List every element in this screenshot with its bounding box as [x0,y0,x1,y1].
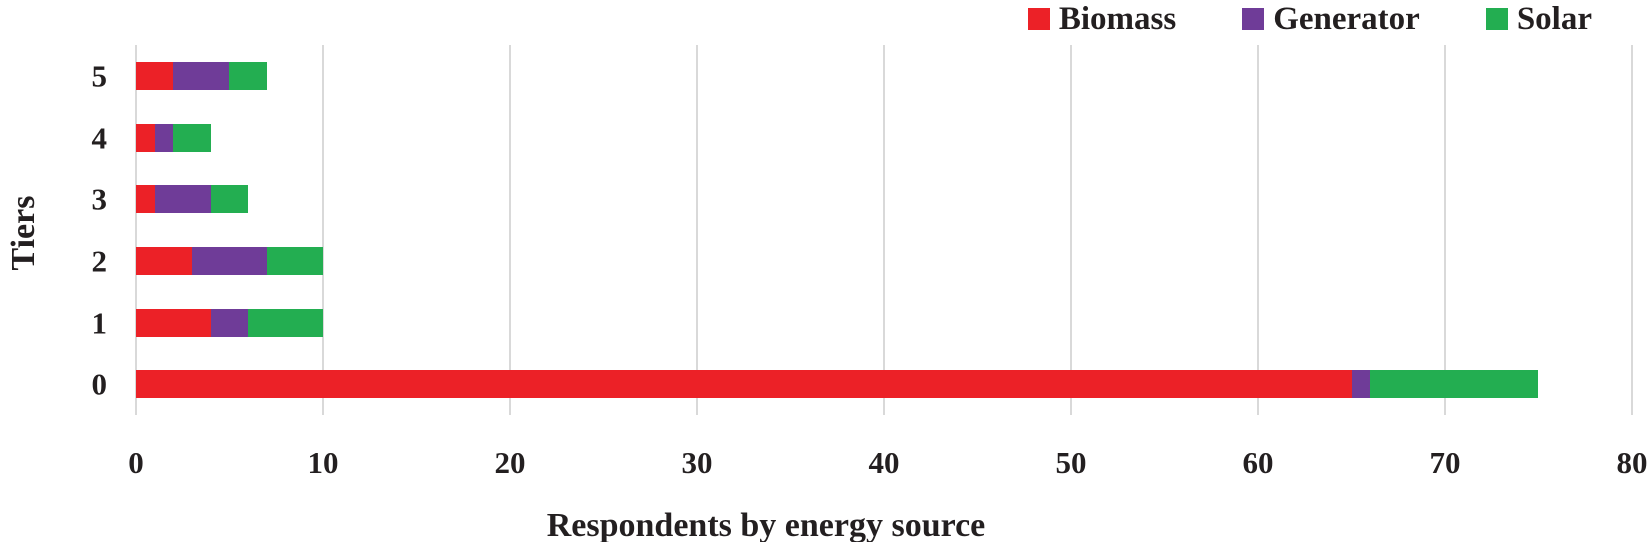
y-tick-label-tier-1: 1 [91,305,108,340]
legend-swatch-biomass [1027,8,1050,30]
bar-segment-solar-tier-0 [1370,370,1539,399]
chart-legend: Biomass Generator Solar [1027,0,1592,38]
plot-area [135,45,1633,415]
gridline-x-50 [1070,45,1072,415]
gridline-x-60 [1257,45,1259,415]
legend-label-generator: Generator [1273,0,1420,37]
legend-label-biomass: Biomass [1058,0,1177,37]
bar-row-tier-3 [136,185,1632,214]
x-tick-label-20: 20 [494,445,526,480]
bar-segment-solar-tier-2 [266,246,323,275]
bar-segment-solar-tier-5 [229,61,267,90]
legend-label-solar: Solar [1516,0,1592,37]
bar-segment-solar-tier-4 [173,123,211,152]
legend-item-generator: Generator [1242,0,1420,37]
y-tick-label-tier-5: 5 [91,58,108,94]
bar-row-tier-5 [136,61,1632,90]
gridline-x-10 [322,45,324,415]
bar-segment-generator-tier-4 [154,123,174,152]
x-tick-label-70: 70 [1429,445,1461,480]
x-tick-label-60: 60 [1242,445,1274,480]
legend-swatch-solar [1485,8,1508,30]
bar-row-tier-4 [136,123,1632,152]
x-tick-label-10: 10 [307,445,339,480]
gridline-x-70 [1444,45,1446,415]
x-tick-label-30: 30 [681,445,713,480]
bar-segment-biomass-tier-2 [136,246,193,275]
bar-row-tier-2 [136,246,1632,275]
bar-row-tier-0 [136,370,1632,399]
bar-segment-solar-tier-1 [248,308,323,337]
bar-row-tier-1 [136,308,1632,337]
y-tick-label-tier-3: 3 [91,181,108,217]
gridline-x-30 [696,45,698,415]
y-tick-label-tier-4: 4 [91,120,108,155]
legend-item-biomass: Biomass [1027,0,1177,37]
x-tick-label-0: 0 [128,445,144,480]
bar-segment-biomass-tier-1 [136,308,211,337]
gridline-x-0 [135,45,137,415]
y-tick-label-tier-0: 0 [91,366,108,402]
gridline-x-20 [509,45,511,415]
bar-segment-generator-tier-2 [192,246,267,275]
x-axis-title: Respondents by energy source [546,507,986,542]
bar-segment-solar-tier-3 [210,185,249,214]
x-tick-label-40: 40 [868,445,900,480]
legend-swatch-generator [1242,8,1265,30]
bar-segment-generator-tier-3 [154,185,211,214]
bar-segment-biomass-tier-4 [136,123,155,152]
bar-segment-biomass-tier-0 [136,370,1352,399]
legend-item-solar: Solar [1485,0,1592,37]
gridline-x-40 [883,45,885,415]
bar-segment-generator-tier-1 [210,308,249,337]
x-tick-label-50: 50 [1055,445,1087,480]
bar-segment-biomass-tier-5 [136,61,174,90]
y-tick-label-tier-2: 2 [91,243,108,279]
gridline-x-80 [1631,45,1633,415]
bar-segment-biomass-tier-3 [136,185,155,214]
x-tick-label-80: 80 [1616,445,1648,480]
bar-segment-generator-tier-5 [173,61,230,90]
bar-segment-generator-tier-0 [1351,370,1371,399]
